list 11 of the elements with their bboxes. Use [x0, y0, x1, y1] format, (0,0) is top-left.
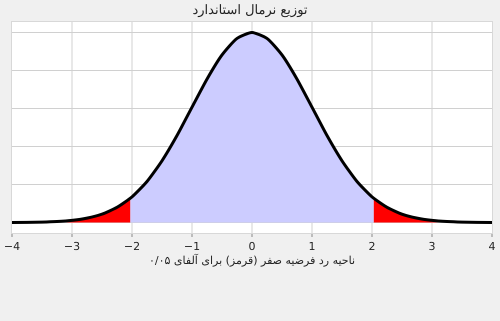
x-tick-label: 4: [488, 240, 496, 254]
chart-title: توزیع نرمال استاندارد: [192, 2, 308, 18]
x-tick-label: 0: [248, 240, 256, 254]
x-tick-label: −1: [184, 240, 200, 254]
x-tick-label: −2: [124, 240, 140, 254]
x-tick-label: 3: [428, 240, 436, 254]
x-tick-label: −4: [4, 240, 20, 254]
x-axis-title: ناحیه رد فرضیه صفر (قرمز) برای آلفای ۰/۰۵: [148, 253, 356, 268]
x-tick-label: 1: [308, 240, 316, 254]
x-tick-label: 2: [368, 240, 376, 254]
x-tick-label: −3: [64, 240, 80, 254]
